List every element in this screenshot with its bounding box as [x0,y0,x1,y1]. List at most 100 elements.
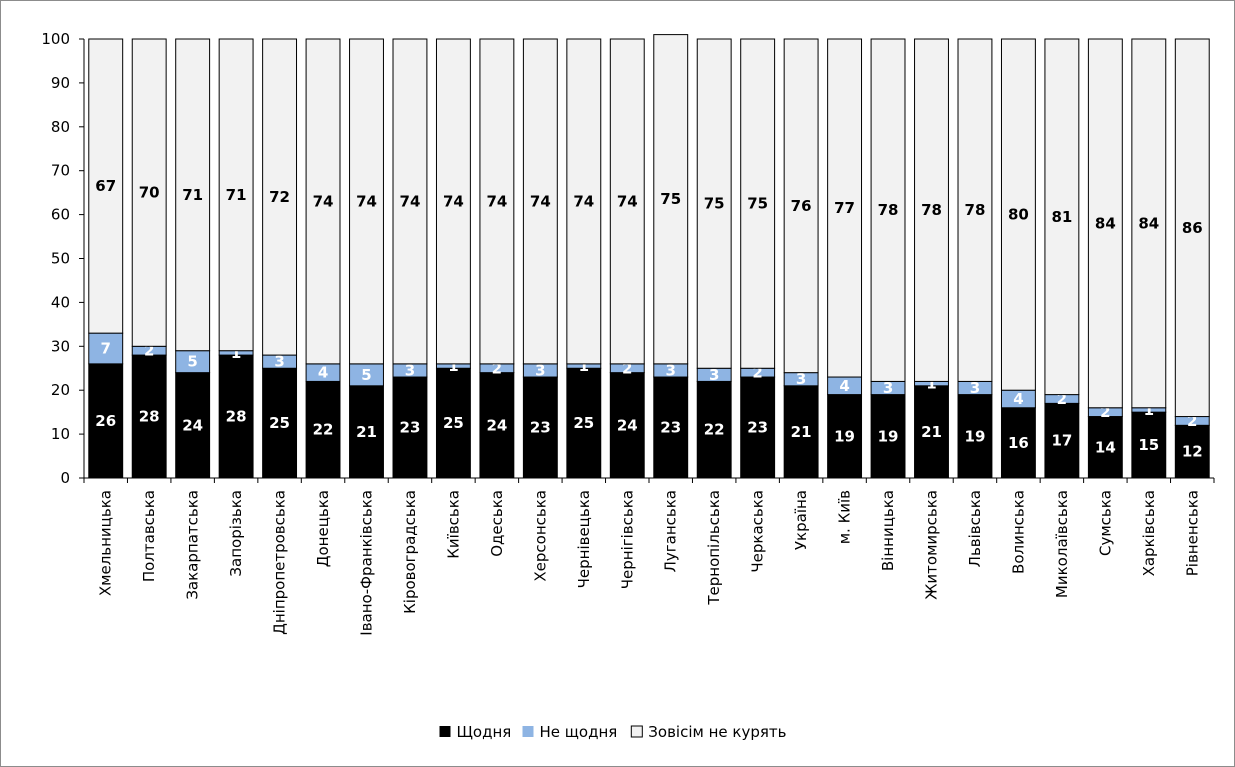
data-label: 28 [139,408,160,426]
bar-segment [305,38,341,365]
bar-segment [522,376,558,479]
x-tick-label: Вінницька [879,490,897,571]
data-label: 14 [1095,438,1116,456]
data-label: 26 [95,412,116,430]
bar-segment [175,38,211,352]
data-label: 81 [1051,208,1072,226]
y-tick-label: 70 [51,162,70,180]
data-label: 84 [1138,214,1159,232]
data-label: 19 [834,427,855,445]
data-label: 80 [1008,206,1029,224]
data-label: 3 [666,361,676,379]
data-label: 23 [747,419,768,437]
x-tick-label: Луганська [662,490,680,572]
legend-label: Не щодня [540,723,618,741]
data-label: 74 [617,192,638,210]
bar-segment [1174,38,1210,418]
data-label: 3 [274,353,284,371]
x-tick-label: Київська [444,490,462,559]
data-label: 78 [878,201,899,219]
y-tick-label: 30 [51,337,70,355]
x-tick-label: Волинська [1009,490,1027,574]
data-label: 78 [921,201,942,219]
data-label: 24 [182,416,203,434]
data-label: 3 [970,379,980,397]
x-tick-label: Житомирська [923,490,941,600]
data-label: 75 [747,195,768,213]
y-tick-label: 40 [51,293,70,311]
bar-segment [1087,416,1123,479]
bar-segment [740,38,776,369]
x-tick-label: Львівська [966,490,984,567]
data-label: 74 [356,192,377,210]
bar-segment [1131,38,1167,409]
data-label: 84 [1095,214,1116,232]
data-label: 75 [704,195,725,213]
data-label: 2 [1187,412,1197,430]
data-label: 23 [530,419,551,437]
bar-segment [175,372,211,479]
data-label: 74 [313,192,334,210]
bar-segment [870,38,906,382]
data-label: 5 [187,353,197,371]
bar-segment [653,34,689,365]
x-tick-label: м. Київ [836,490,854,544]
legend: Щодня Не щодня Зовісім не курять [439,723,786,741]
y-tick-label: 10 [51,425,70,443]
bars: 2676728270245712817125372224742157423374… [88,34,1210,479]
x-tick-label: Черкаська [749,490,767,573]
y-axis: 0 10 20 30 40 50 60 70 80 90 100 [41,30,85,487]
y-tick-label: 100 [41,30,70,48]
bar-segment [827,38,863,378]
x-tick-label: Хмельницька [97,490,115,596]
y-tick-label: 20 [51,381,70,399]
y-tick-label: 60 [51,206,70,224]
data-label: 21 [921,423,942,441]
x-tick-label: Донецька [314,490,332,567]
bar-segment [131,38,167,347]
data-label: 1 [926,375,936,393]
data-label: 4 [1013,390,1023,408]
legend-swatch [439,726,451,737]
data-label: 1 [231,344,241,362]
x-tick-label: Чернівецька [575,490,593,588]
bar-segment [957,394,993,479]
data-label: 19 [878,427,899,445]
data-label: 23 [400,419,421,437]
data-label: 25 [269,414,290,432]
data-label: 4 [839,377,849,395]
x-tick-label: Україна [792,490,810,550]
data-label: 72 [269,188,290,206]
data-label: 7 [101,339,111,357]
data-label: 76 [791,197,812,215]
x-tick-label: Тернопільська [705,490,723,606]
data-label: 74 [443,192,464,210]
data-label: 15 [1138,436,1159,454]
bar-segment [1000,38,1036,391]
x-tick-label: Харківська [1140,490,1158,576]
data-label: 25 [443,414,464,432]
data-label: 23 [660,419,681,437]
x-tick-label: Івано-Франківська [358,490,376,636]
bar-segment [566,38,602,365]
bar-segment [914,385,949,479]
data-label: 74 [486,192,507,210]
x-tick-label: Дніпропетровська [271,490,289,635]
data-label: 3 [405,361,415,379]
bar-segment [218,38,254,352]
data-label: 77 [834,199,855,217]
data-label: 21 [356,423,377,441]
data-label: 2 [622,359,632,377]
bar-segment [1044,38,1080,396]
data-label: 1 [448,357,458,375]
data-label: 74 [573,192,594,210]
bar-segment [783,38,819,374]
data-label: 78 [965,201,986,219]
bar-segment [1000,407,1036,479]
data-label: 28 [226,408,247,426]
data-label: 24 [486,416,507,434]
bar-segment [305,380,341,479]
bar-segment [479,372,515,479]
data-label: 67 [95,177,116,195]
